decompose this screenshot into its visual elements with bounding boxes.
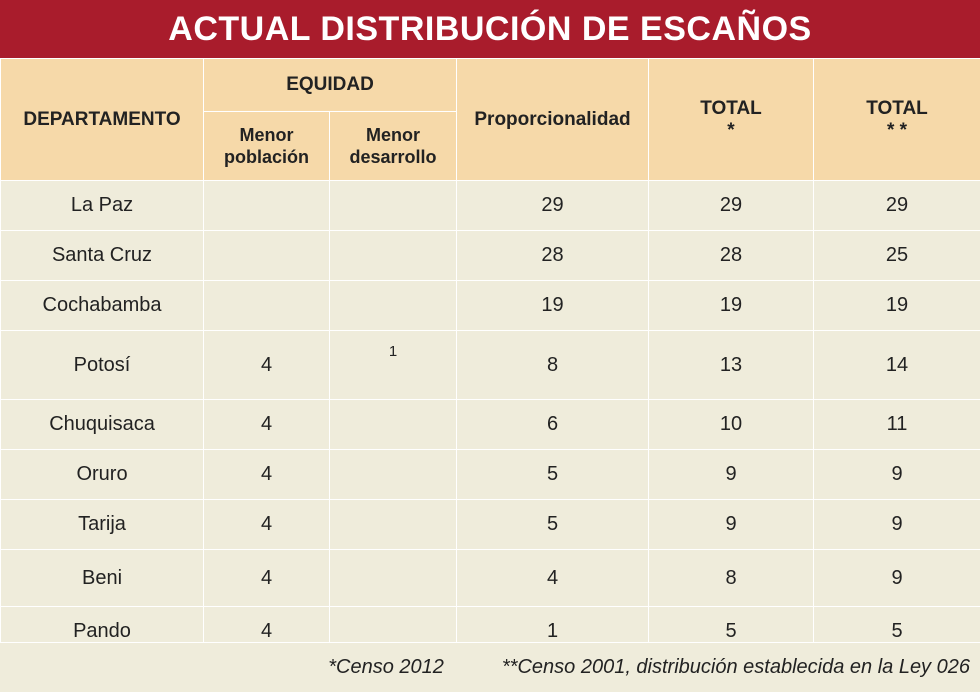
cell-total-1: 19	[649, 281, 814, 331]
cell-total-1: 10	[649, 400, 814, 450]
cell-menor-poblacion	[204, 281, 330, 331]
footnote-censo-2001: **Censo 2001, distribución establecida e…	[502, 656, 970, 679]
menor-desarrollo-line-2: desarrollo	[330, 146, 456, 168]
cell-proporcionalidad: 5	[457, 500, 649, 550]
cell-departamento: La Paz	[1, 181, 204, 231]
cell-menor-poblacion: 4	[204, 450, 330, 500]
cell-proporcionalidad: 6	[457, 400, 649, 450]
cell-total-2: 19	[814, 281, 980, 331]
table-body: La Paz 29 29 29 Santa Cruz 28 28 25 Coch…	[1, 181, 980, 657]
cell-menor-poblacion	[204, 181, 330, 231]
table-row: Santa Cruz 28 28 25	[1, 231, 980, 281]
cell-menor-desarrollo	[330, 281, 457, 331]
table-row: Cochabamba 19 19 19	[1, 281, 980, 331]
menor-poblacion-line-1: Menor	[204, 124, 329, 146]
total-1-label: TOTAL	[649, 98, 813, 120]
table-row: La Paz 29 29 29	[1, 181, 980, 231]
cell-proporcionalidad: 19	[457, 281, 649, 331]
cell-proporcionalidad: 8	[457, 331, 649, 400]
cell-menor-desarrollo	[330, 450, 457, 500]
cell-total-1: 28	[649, 231, 814, 281]
footnote-censo-2012: *Censo 2012	[328, 656, 444, 679]
col-header-proporcionalidad: Proporcionalidad	[457, 59, 649, 181]
total-2-mark: * *	[814, 120, 980, 142]
cell-departamento: Santa Cruz	[1, 231, 204, 281]
cell-menor-desarrollo	[330, 500, 457, 550]
table-row: Potosí 4 1 8 13 14	[1, 331, 980, 400]
col-header-total-2: TOTAL * *	[814, 59, 980, 181]
cell-menor-poblacion: 4	[204, 500, 330, 550]
cell-menor-desarrollo	[330, 181, 457, 231]
cell-menor-desarrollo	[330, 231, 457, 281]
cell-departamento: Oruro	[1, 450, 204, 500]
cell-total-2: 29	[814, 181, 980, 231]
cell-total-2: 9	[814, 550, 980, 607]
col-header-total-1: TOTAL *	[649, 59, 814, 181]
col-header-equidad: EQUIDAD	[204, 59, 457, 112]
table-row: Tarija 4 5 9 9	[1, 500, 980, 550]
cell-departamento: Tarija	[1, 500, 204, 550]
table-row: Beni 4 4 8 9	[1, 550, 980, 607]
table-row: Chuquisaca 4 6 10 11	[1, 400, 980, 450]
cell-proporcionalidad: 4	[457, 550, 649, 607]
cell-menor-poblacion	[204, 231, 330, 281]
cell-departamento: Potosí	[1, 331, 204, 400]
cell-menor-desarrollo: 1	[330, 331, 457, 400]
cell-departamento: Beni	[1, 550, 204, 607]
table-header: DEPARTAMENTO EQUIDAD Proporcionalidad TO…	[1, 59, 980, 181]
cell-total-1: 8	[649, 550, 814, 607]
cell-total-2: 11	[814, 400, 980, 450]
cell-departamento: Chuquisaca	[1, 400, 204, 450]
col-header-menor-poblacion: Menor población	[204, 112, 330, 181]
seat-table: DEPARTAMENTO EQUIDAD Proporcionalidad TO…	[0, 58, 980, 657]
cell-total-2: 9	[814, 450, 980, 500]
cell-departamento: Cochabamba	[1, 281, 204, 331]
menor-desarrollo-line-1: Menor	[330, 124, 456, 146]
cell-proporcionalidad: 28	[457, 231, 649, 281]
cell-total-2: 14	[814, 331, 980, 400]
cell-menor-desarrollo	[330, 550, 457, 607]
cell-total-2: 25	[814, 231, 980, 281]
cell-total-1: 9	[649, 450, 814, 500]
cell-total-1: 9	[649, 500, 814, 550]
total-2-label: TOTAL	[814, 98, 980, 120]
cell-proporcionalidad: 5	[457, 450, 649, 500]
cell-menor-poblacion: 4	[204, 400, 330, 450]
cell-menor-desarrollo	[330, 400, 457, 450]
header-row-top: DEPARTAMENTO EQUIDAD Proporcionalidad TO…	[1, 59, 980, 112]
col-header-menor-desarrollo: Menor desarrollo	[330, 112, 457, 181]
cell-total-1: 13	[649, 331, 814, 400]
cell-total-1: 29	[649, 181, 814, 231]
table-row: Oruro 4 5 9 9	[1, 450, 980, 500]
footnotes: *Censo 2012 **Censo 2001, distribución e…	[0, 642, 980, 692]
cell-proporcionalidad: 29	[457, 181, 649, 231]
col-header-departamento: DEPARTAMENTO	[1, 59, 204, 181]
page-title: ACTUAL DISTRIBUCIÓN DE ESCAÑOS	[0, 0, 980, 58]
cell-total-2: 9	[814, 500, 980, 550]
cell-menor-poblacion: 4	[204, 331, 330, 400]
cell-menor-poblacion: 4	[204, 550, 330, 607]
menor-poblacion-line-2: población	[204, 146, 329, 168]
total-1-mark: *	[649, 120, 813, 142]
